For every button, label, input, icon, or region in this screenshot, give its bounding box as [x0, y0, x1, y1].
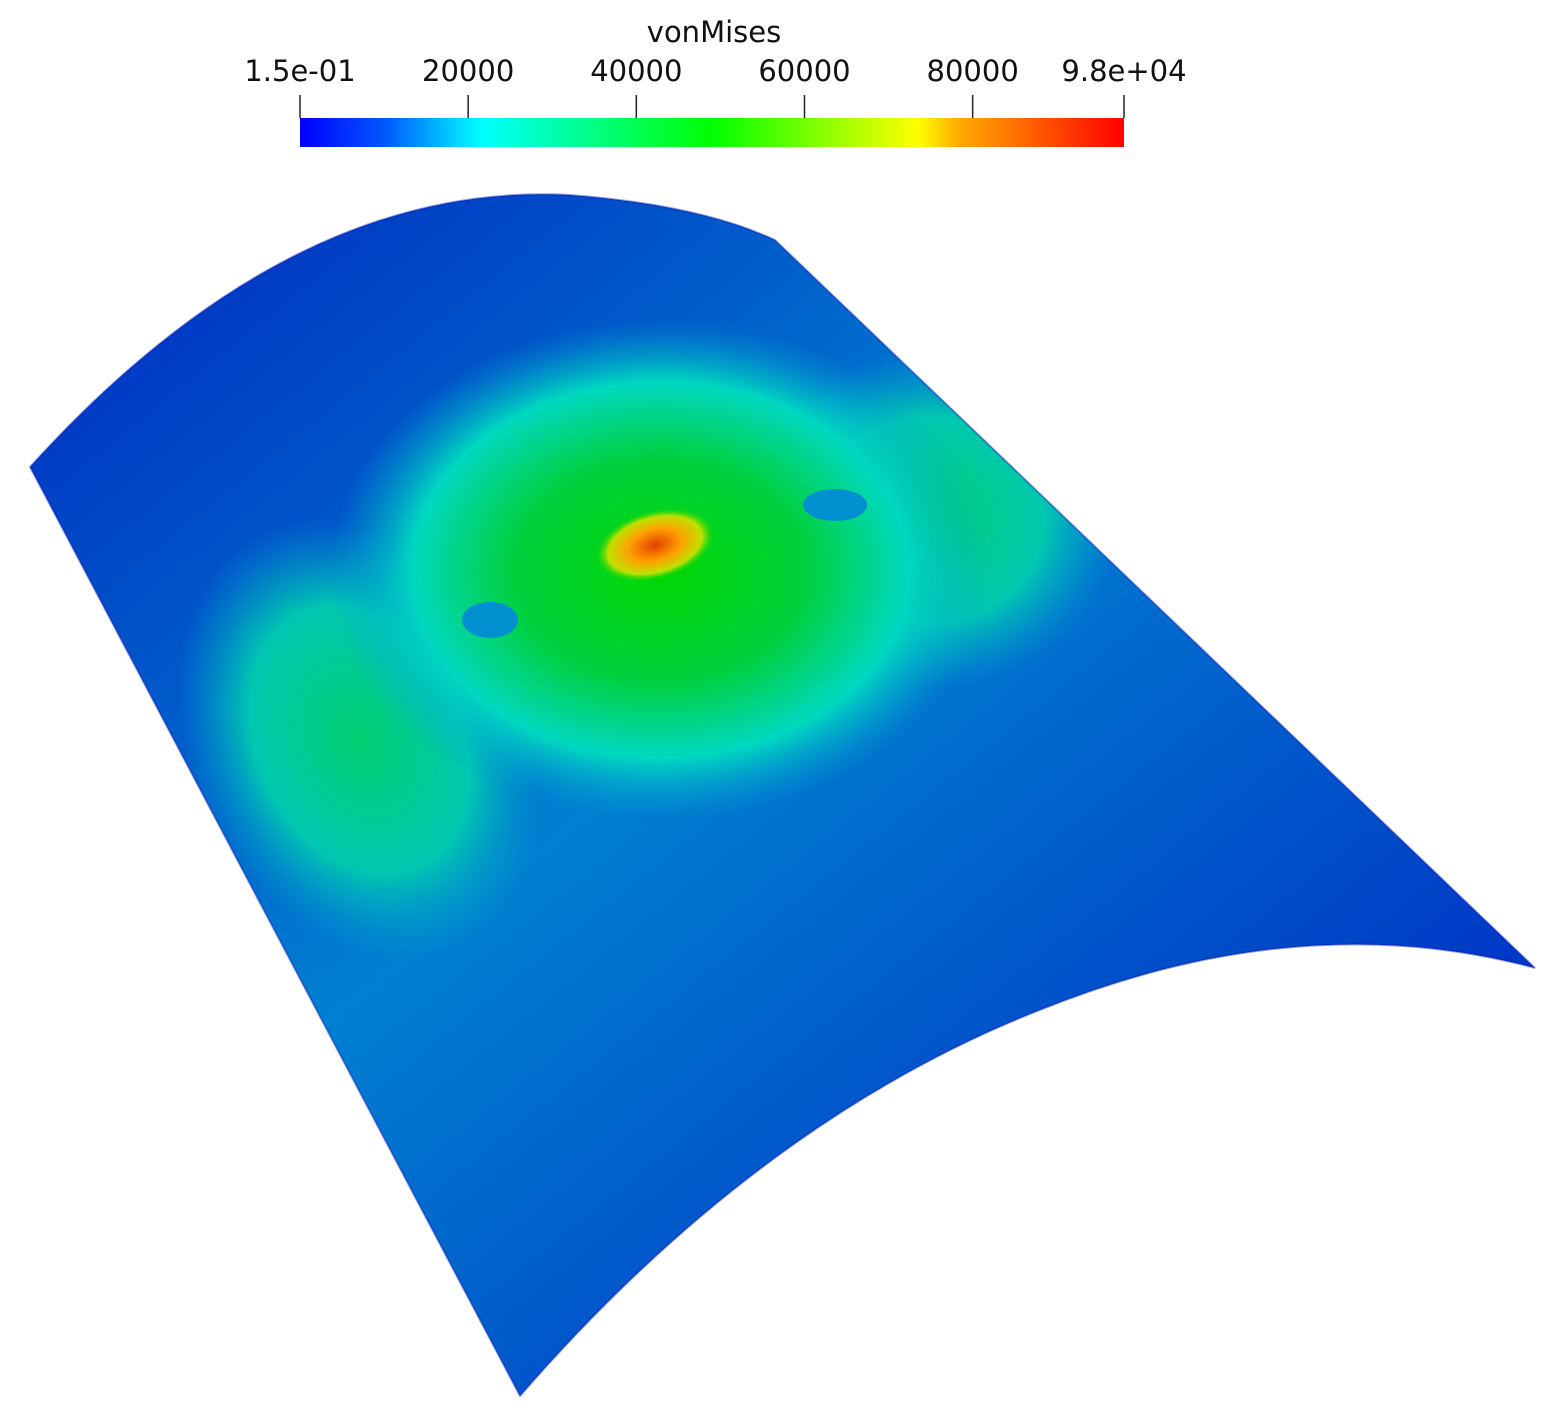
- legend-title: vonMises: [647, 15, 781, 49]
- tick-label: 40000: [590, 54, 682, 88]
- color-ramp: [300, 118, 1124, 147]
- tick-label: 80000: [927, 54, 1019, 88]
- surface-outline: [28, 193, 1536, 1398]
- tick-label: 60000: [758, 54, 850, 88]
- tick-label: 9.8e+04: [1061, 54, 1186, 88]
- tick-label: 20000: [422, 54, 514, 88]
- color-legend: vonMises 1.5e-01 20000 40000 60000 80000 9.8e…: [244, 15, 1187, 147]
- surface: [30, 194, 1535, 1396]
- tick-label: 1.5e-01: [244, 54, 355, 88]
